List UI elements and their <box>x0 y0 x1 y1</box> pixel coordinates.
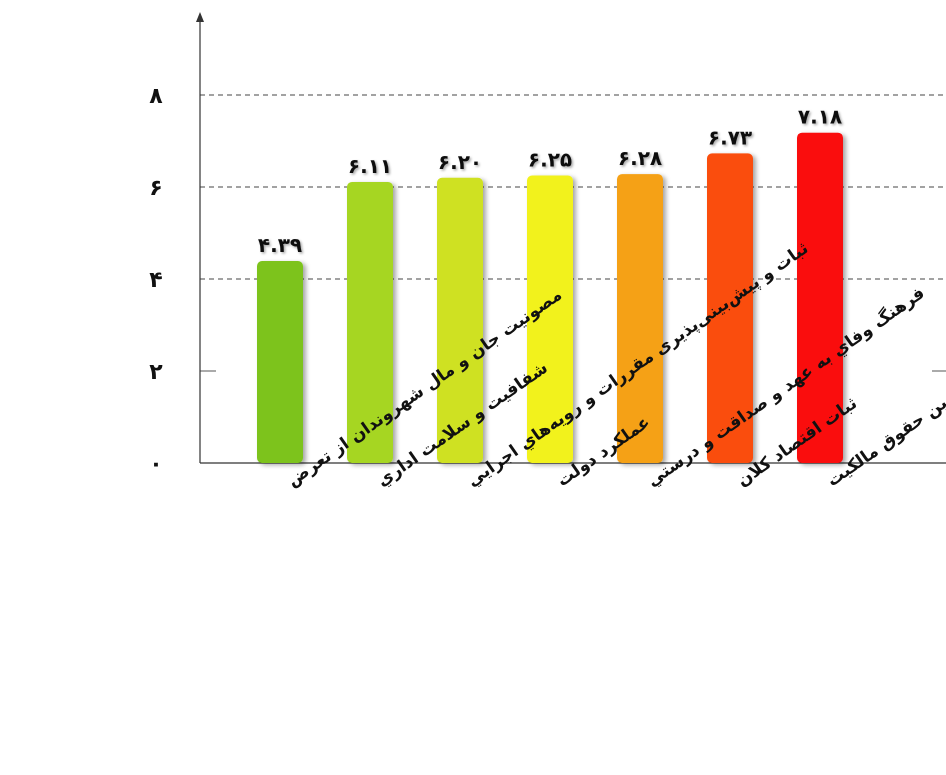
y-tick-label: ۰ <box>149 452 162 477</box>
bar <box>707 153 753 464</box>
bar-value-label: ۷.۱۸ <box>798 105 842 129</box>
bar <box>347 181 393 463</box>
bar-value-label: ۶.۱۱ <box>348 154 392 178</box>
y-tick-label: ۸ <box>149 84 163 109</box>
y-tick-labels: ۰ ۲ ۴ ۶ ۸ <box>149 84 163 477</box>
bar <box>617 174 663 463</box>
bar <box>797 132 843 463</box>
bar <box>257 261 303 463</box>
y-tick-label: ۲ <box>149 360 163 385</box>
bar <box>527 175 573 463</box>
y-axis-arrow <box>196 12 204 22</box>
bar-value-label: ۶.۷۳ <box>708 125 752 149</box>
data-labels: ۴.۳۹ ۶.۱۱ ۶.۲۰ ۶.۲۵ ۶.۲۸ ۶.۷۳ ۷.۱۸ <box>258 105 842 257</box>
bar-value-label: ۶.۲۸ <box>618 146 662 170</box>
y-tick-label: ۴ <box>149 268 162 293</box>
bars <box>257 132 843 464</box>
bar <box>437 177 483 464</box>
y-tick-label: ۶ <box>149 176 162 201</box>
bar-value-label: ۶.۲۰ <box>438 150 482 174</box>
bar-value-label: ۶.۲۵ <box>528 148 572 172</box>
bar-value-label: ۴.۳۹ <box>258 233 302 257</box>
